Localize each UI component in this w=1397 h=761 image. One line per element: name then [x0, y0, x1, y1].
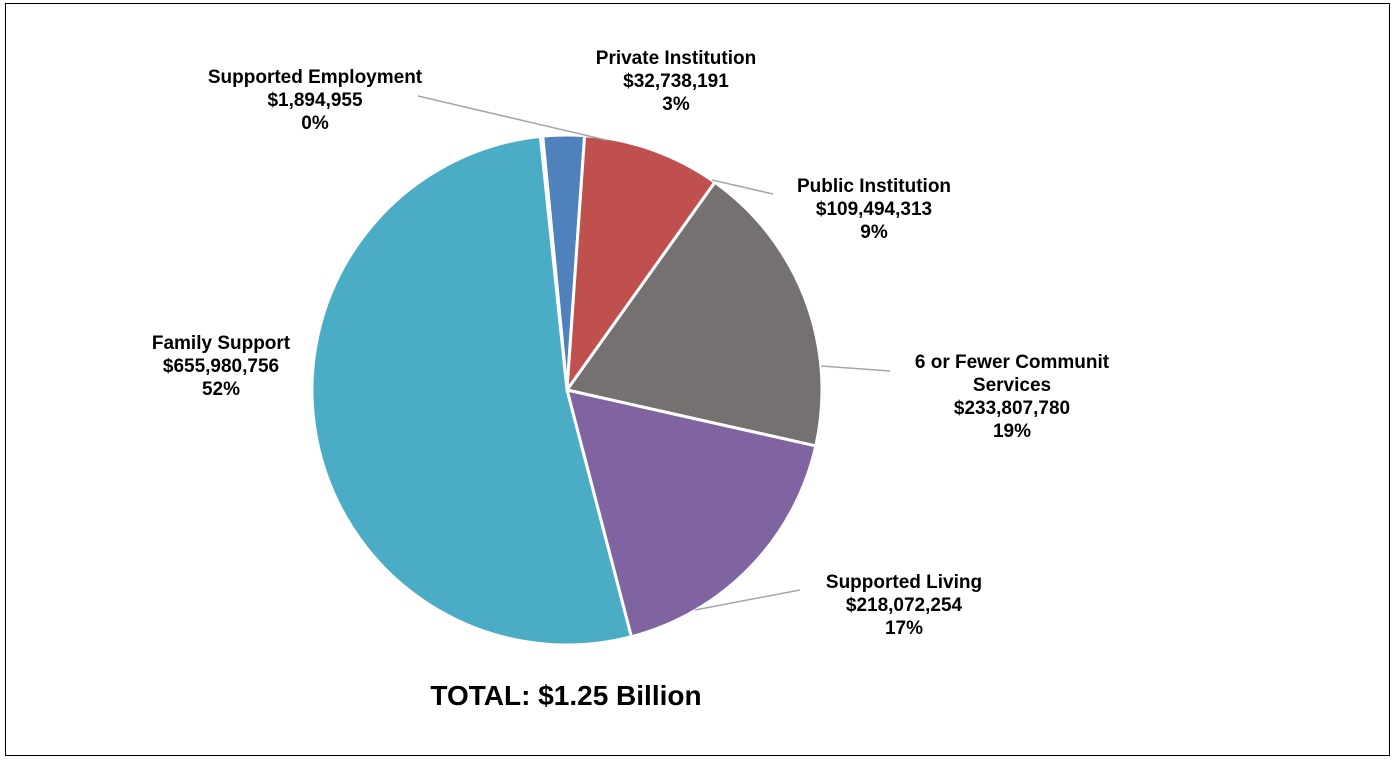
leader-line	[711, 179, 774, 195]
data-label-line: Supported Employment	[208, 67, 423, 88]
data-label: Public Institution $109,494,313 9%	[797, 176, 951, 243]
chart-title: TOTAL: $1.25 Billion	[430, 680, 701, 711]
data-label-line: Supported Living	[826, 572, 982, 593]
data-label-line: 17%	[885, 618, 923, 639]
data-label-line: Services	[973, 375, 1051, 396]
data-label-line: 3%	[662, 94, 690, 115]
data-label-line: $109,494,313	[816, 199, 932, 220]
data-label-line: Private Institution	[596, 48, 756, 69]
leader-line	[417, 95, 607, 141]
data-label: Supported Living $218,072,254 17%	[826, 572, 982, 639]
slice-labels: Supported Employment $1,894,955 0% Private …	[152, 48, 1110, 639]
leader-line	[694, 589, 801, 611]
data-label-line: $233,807,780	[954, 398, 1070, 419]
pie-slices	[310, 133, 824, 647]
data-label-line: Family Support	[152, 333, 291, 354]
pie-slice-family-support	[310, 134, 633, 647]
data-label-line: $655,980,756	[163, 356, 279, 377]
data-label-line: $32,738,191	[623, 71, 729, 92]
leader-lines	[417, 95, 891, 611]
data-label-line: Public Institution	[797, 176, 951, 197]
data-label-line: 19%	[993, 421, 1031, 442]
data-label-line: 52%	[202, 379, 240, 400]
pie-slice-supported-living	[565, 388, 818, 639]
data-label: Private Institution $32,738,191 3%	[596, 48, 756, 115]
data-label: Family Support $655,980,756 52%	[152, 333, 291, 400]
pie-slice-6-or-fewer-communit-services	[565, 180, 824, 448]
data-label-line: 0%	[301, 113, 329, 134]
data-label-line: $1,894,955	[267, 90, 363, 111]
leader-line	[820, 365, 891, 372]
data-label-line: $218,072,254	[846, 595, 963, 616]
data-label: 6 or Fewer Communit Services $233,807,780 1…	[915, 352, 1110, 442]
data-label-line: 9%	[860, 222, 888, 243]
data-label: Supported Employment $1,894,955 0%	[208, 67, 423, 134]
data-label-line: 6 or Fewer Communit	[915, 352, 1110, 373]
